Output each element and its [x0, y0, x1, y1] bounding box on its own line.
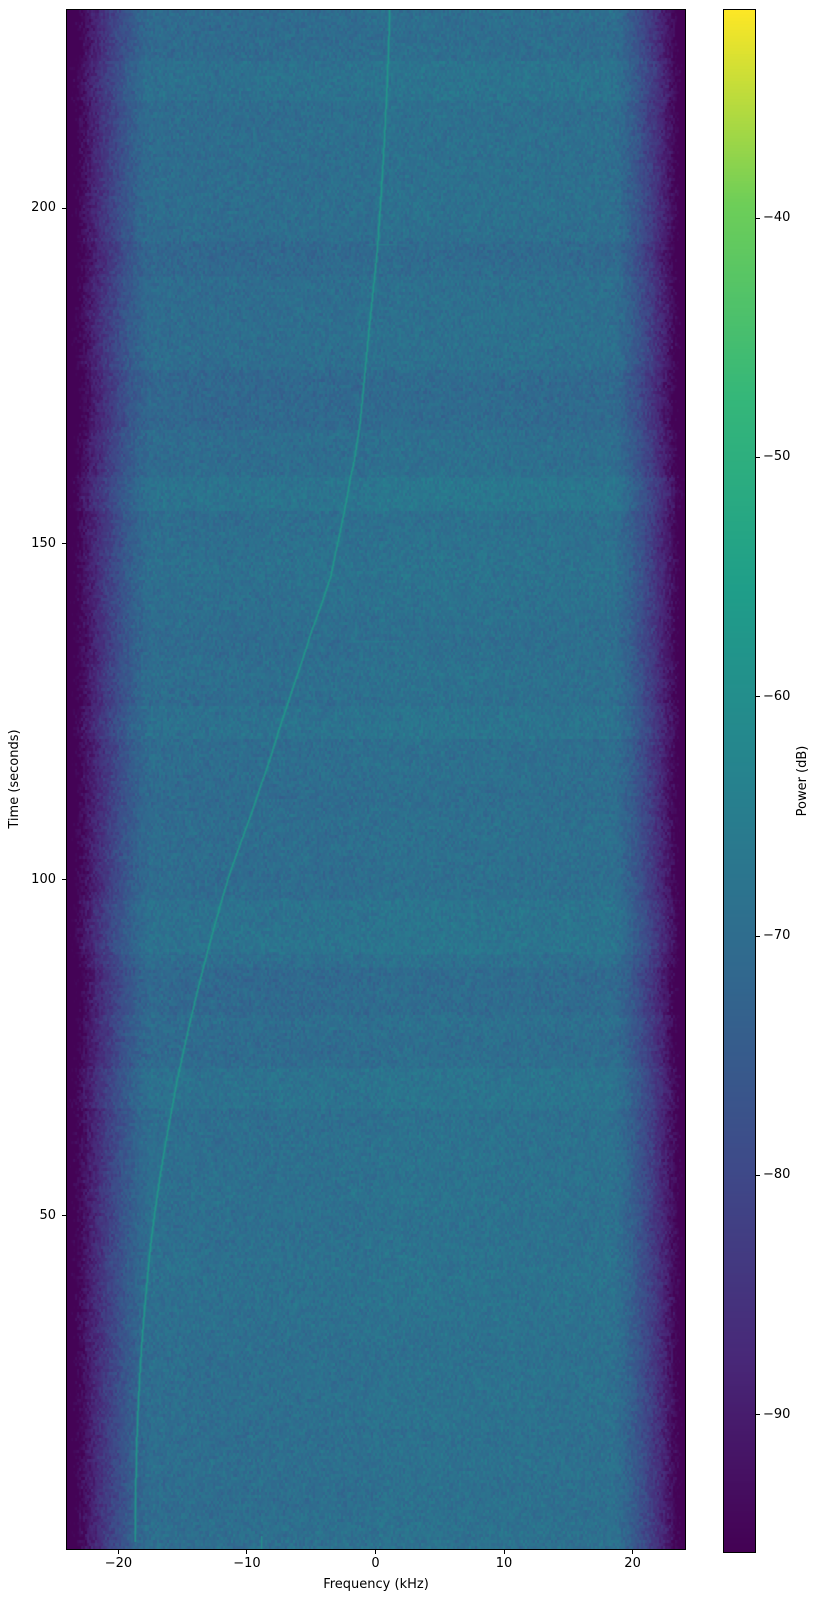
y-tick-label: 50 [39, 1207, 56, 1223]
x-tick-label: −20 [104, 1556, 133, 1571]
x-tick-label: −10 [233, 1556, 261, 1571]
y-tick-mark [62, 543, 66, 545]
x-tick-label: 20 [624, 1556, 641, 1571]
x-tick-label: 0 [371, 1556, 380, 1571]
colorbar-canvas [724, 10, 755, 1552]
colorbar-tick-mark [756, 456, 760, 458]
x-tick-mark [632, 1550, 634, 1554]
colorbar-tick-label: −50 [763, 449, 791, 465]
x-tick-mark [117, 1550, 119, 1554]
x-axis-label: Frequency (kHz) [323, 1577, 429, 1592]
y-tick-label: 200 [31, 200, 56, 216]
colorbar-label: Power (dB) [795, 745, 810, 817]
colorbar-tick-label: −70 [763, 928, 791, 944]
y-tick-mark [62, 207, 66, 209]
plot-area [66, 9, 686, 1550]
colorbar-tick-mark [756, 935, 760, 937]
y-tick-label: 150 [31, 535, 56, 551]
colorbar-tick-label: −60 [763, 688, 791, 704]
colorbar-tick-mark [756, 1174, 760, 1176]
x-tick-label: 10 [495, 1556, 513, 1571]
colorbar-tick-label: −90 [763, 1406, 791, 1422]
colorbar-tick-mark [756, 696, 760, 698]
colorbar-tick-mark [756, 1414, 760, 1416]
colorbar-tick-label: −40 [763, 210, 791, 226]
colorbar [723, 9, 756, 1553]
y-tick-mark [62, 879, 66, 881]
x-tick-mark [246, 1550, 248, 1554]
spectrogram-canvas [67, 10, 685, 1549]
colorbar-tick-mark [756, 217, 760, 219]
colorbar-tick-label: −80 [763, 1167, 791, 1183]
y-tick-mark [62, 1215, 66, 1217]
x-tick-mark [503, 1550, 505, 1554]
y-axis-label: Time (seconds) [7, 729, 22, 829]
x-tick-mark [375, 1550, 376, 1554]
y-tick-label: 100 [31, 871, 56, 887]
